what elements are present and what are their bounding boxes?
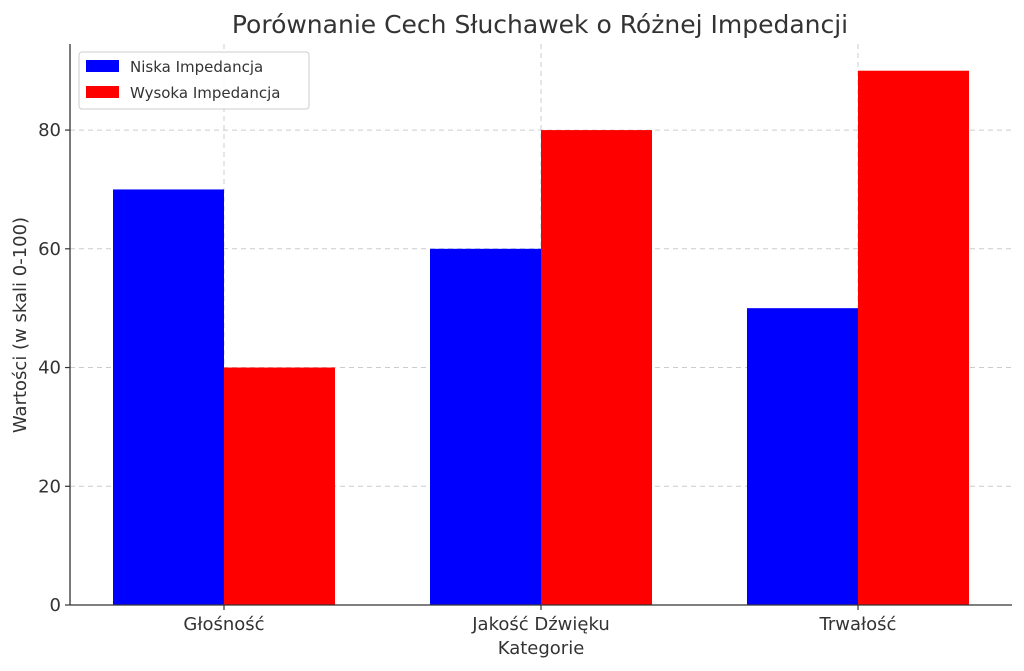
legend-frame — [78, 51, 310, 110]
legend-label: Niska Impedancja — [130, 58, 263, 76]
legend-swatch — [86, 86, 119, 98]
y-tick-label: 20 — [38, 476, 61, 497]
bar-low-impedance — [430, 248, 541, 606]
y-tick-label: 80 — [38, 120, 61, 141]
chart-title: Porównanie Cech Słuchawek o Różnej Imped… — [232, 10, 848, 39]
legend: Niska Impedancja Wysoka Impedancja — [78, 51, 310, 110]
bars — [113, 70, 969, 606]
x-tick-label: Jakość Dźwięku — [471, 614, 610, 635]
x-tick-label: Głośność — [183, 614, 264, 635]
bar-low-impedance — [747, 308, 858, 605]
bar-low-impedance — [113, 189, 224, 605]
bar-high-impedance — [858, 70, 969, 605]
y-axis-label: Wartości (w skali 0-100) — [10, 217, 31, 433]
bar-high-impedance — [541, 130, 652, 606]
y-tick-label: 40 — [38, 358, 61, 379]
x-ticks: Głośność Jakość Dźwięku Trwałość — [183, 605, 896, 635]
x-tick-label: Trwałość — [819, 614, 897, 635]
legend-label: Wysoka Impedancja — [130, 84, 280, 102]
y-tick-label: 0 — [50, 595, 61, 616]
x-axis-label: Kategorie — [498, 638, 585, 659]
legend-swatch — [86, 60, 119, 72]
bar-high-impedance — [224, 367, 335, 605]
y-tick-label: 60 — [38, 239, 61, 260]
y-ticks: 0 20 40 60 80 — [38, 120, 70, 616]
